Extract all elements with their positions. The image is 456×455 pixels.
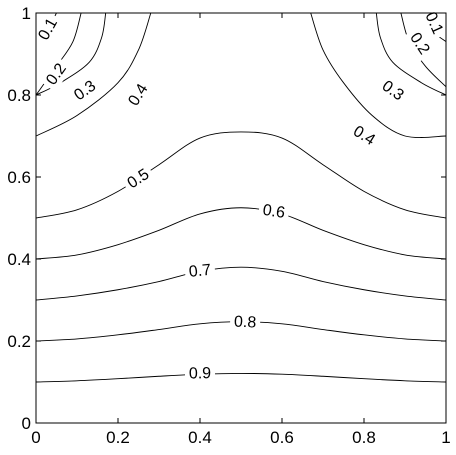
contour-label-0.7: 0.7 xyxy=(188,262,212,281)
contour-line-0.6 xyxy=(35,207,447,260)
y-axis-ticks: 0 0.2 0.4 0.6 0.8 1 xyxy=(7,4,446,433)
contour-label-background xyxy=(33,11,64,47)
x-axis-ticks: 0 0.2 0.4 0.6 0.8 1 xyxy=(31,13,451,447)
contour-label-background xyxy=(67,74,103,107)
contour-label-background xyxy=(40,57,73,92)
contour-labels: 0.90.80.70.60.50.40.40.3 0.30.20.20.1 0.1 xyxy=(33,5,449,384)
contour-line-0.4 xyxy=(35,12,152,137)
contour-line-0.7 xyxy=(35,266,447,301)
contour-label-background xyxy=(403,26,436,62)
contour-label-0.9: 0.9 xyxy=(189,365,212,382)
contour-label-background xyxy=(229,312,261,333)
contour-label-0.8: 0.8 xyxy=(234,313,257,331)
x-tick-label: 0.2 xyxy=(106,428,130,447)
y-tick-label: 0.8 xyxy=(7,86,31,105)
contour-label-background xyxy=(375,74,411,107)
plot-frame xyxy=(35,12,447,424)
x-tick-label: 0.4 xyxy=(188,428,212,447)
contour-line-0.4 xyxy=(310,12,447,138)
contour-label-0.6: 0.6 xyxy=(262,202,287,222)
contour-label-background xyxy=(184,260,216,282)
x-tick-label: 0 xyxy=(31,428,40,447)
contour-label-background xyxy=(122,77,155,113)
y-tick-label: 0.4 xyxy=(7,250,31,269)
contour-label-background xyxy=(346,120,382,152)
contour-line-0.3 xyxy=(375,12,447,96)
x-tick-label: 0.8 xyxy=(352,428,376,447)
contour-label-background xyxy=(120,163,156,195)
x-tick-label: 0.6 xyxy=(270,428,294,447)
contour-line-0.9 xyxy=(35,372,447,383)
contour-label-background xyxy=(419,5,449,41)
contour-line-0.5 xyxy=(35,131,447,219)
y-tick-label: 0.2 xyxy=(7,332,31,351)
y-tick-label: 1 xyxy=(22,4,31,23)
y-tick-label: 0.6 xyxy=(7,168,31,187)
contour-label-background xyxy=(257,200,290,223)
contour-label-background xyxy=(184,364,216,384)
x-tick-label: 1 xyxy=(441,428,450,447)
y-tick-label: 0 xyxy=(22,414,31,433)
